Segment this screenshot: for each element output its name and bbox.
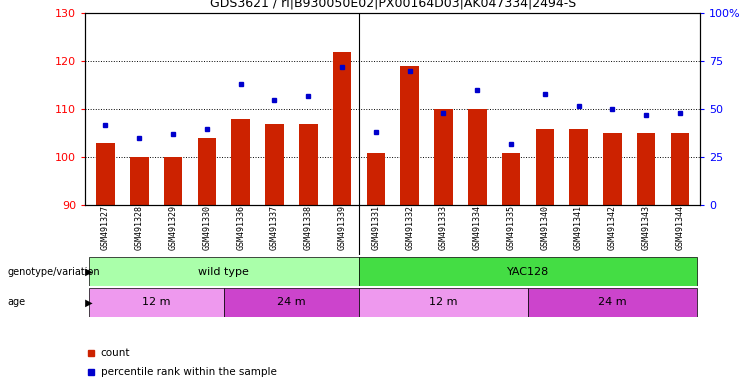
Text: age: age	[7, 297, 25, 308]
Text: GSM491327: GSM491327	[101, 205, 110, 250]
Bar	[130, 157, 149, 205]
Text: GSM491342: GSM491342	[608, 205, 617, 250]
Text: percentile rank within the sample: percentile rank within the sample	[101, 367, 276, 377]
Bar	[637, 133, 656, 205]
Bar	[224, 288, 359, 317]
Bar	[569, 129, 588, 205]
Text: GSM491334: GSM491334	[473, 205, 482, 250]
Bar	[528, 288, 697, 317]
Text: GSM491337: GSM491337	[270, 205, 279, 250]
Bar	[536, 129, 554, 205]
Bar	[359, 288, 528, 317]
Text: GSM491336: GSM491336	[236, 205, 245, 250]
Text: 12 m: 12 m	[142, 297, 170, 308]
Text: GSM491335: GSM491335	[507, 205, 516, 250]
Text: GSM491333: GSM491333	[439, 205, 448, 250]
Text: GSM491331: GSM491331	[371, 205, 380, 250]
Text: 12 m: 12 m	[429, 297, 458, 308]
Bar	[89, 288, 224, 317]
Bar	[265, 124, 284, 205]
Bar	[198, 138, 216, 205]
Bar	[468, 109, 487, 205]
Bar	[671, 133, 689, 205]
Bar	[359, 257, 697, 286]
Bar	[502, 152, 520, 205]
Bar	[434, 109, 453, 205]
Text: 24 m: 24 m	[598, 297, 627, 308]
Text: GSM491338: GSM491338	[304, 205, 313, 250]
Text: GSM491332: GSM491332	[405, 205, 414, 250]
Text: YAC128: YAC128	[507, 266, 549, 277]
Text: GSM491339: GSM491339	[338, 205, 347, 250]
Bar	[299, 124, 318, 205]
Text: GSM491340: GSM491340	[540, 205, 549, 250]
Title: GDS3621 / ri|B930050E02|PX00164D03|AK047334|2494-S: GDS3621 / ri|B930050E02|PX00164D03|AK047…	[210, 0, 576, 10]
Text: ▶: ▶	[82, 266, 92, 277]
Bar	[333, 52, 351, 205]
Text: genotype/variation: genotype/variation	[7, 266, 100, 277]
Text: 24 m: 24 m	[277, 297, 306, 308]
Text: GSM491329: GSM491329	[168, 205, 178, 250]
Text: wild type: wild type	[199, 266, 249, 277]
Bar	[400, 66, 419, 205]
Bar	[96, 143, 115, 205]
Text: GSM491344: GSM491344	[676, 205, 685, 250]
Bar	[89, 257, 359, 286]
Text: count: count	[101, 348, 130, 358]
Bar	[603, 133, 622, 205]
Text: GSM491341: GSM491341	[574, 205, 583, 250]
Text: GSM491330: GSM491330	[202, 205, 211, 250]
Bar	[231, 119, 250, 205]
Text: GSM491343: GSM491343	[642, 205, 651, 250]
Text: ▶: ▶	[82, 297, 92, 308]
Text: GSM491328: GSM491328	[135, 205, 144, 250]
Bar	[367, 152, 385, 205]
Bar	[164, 157, 182, 205]
